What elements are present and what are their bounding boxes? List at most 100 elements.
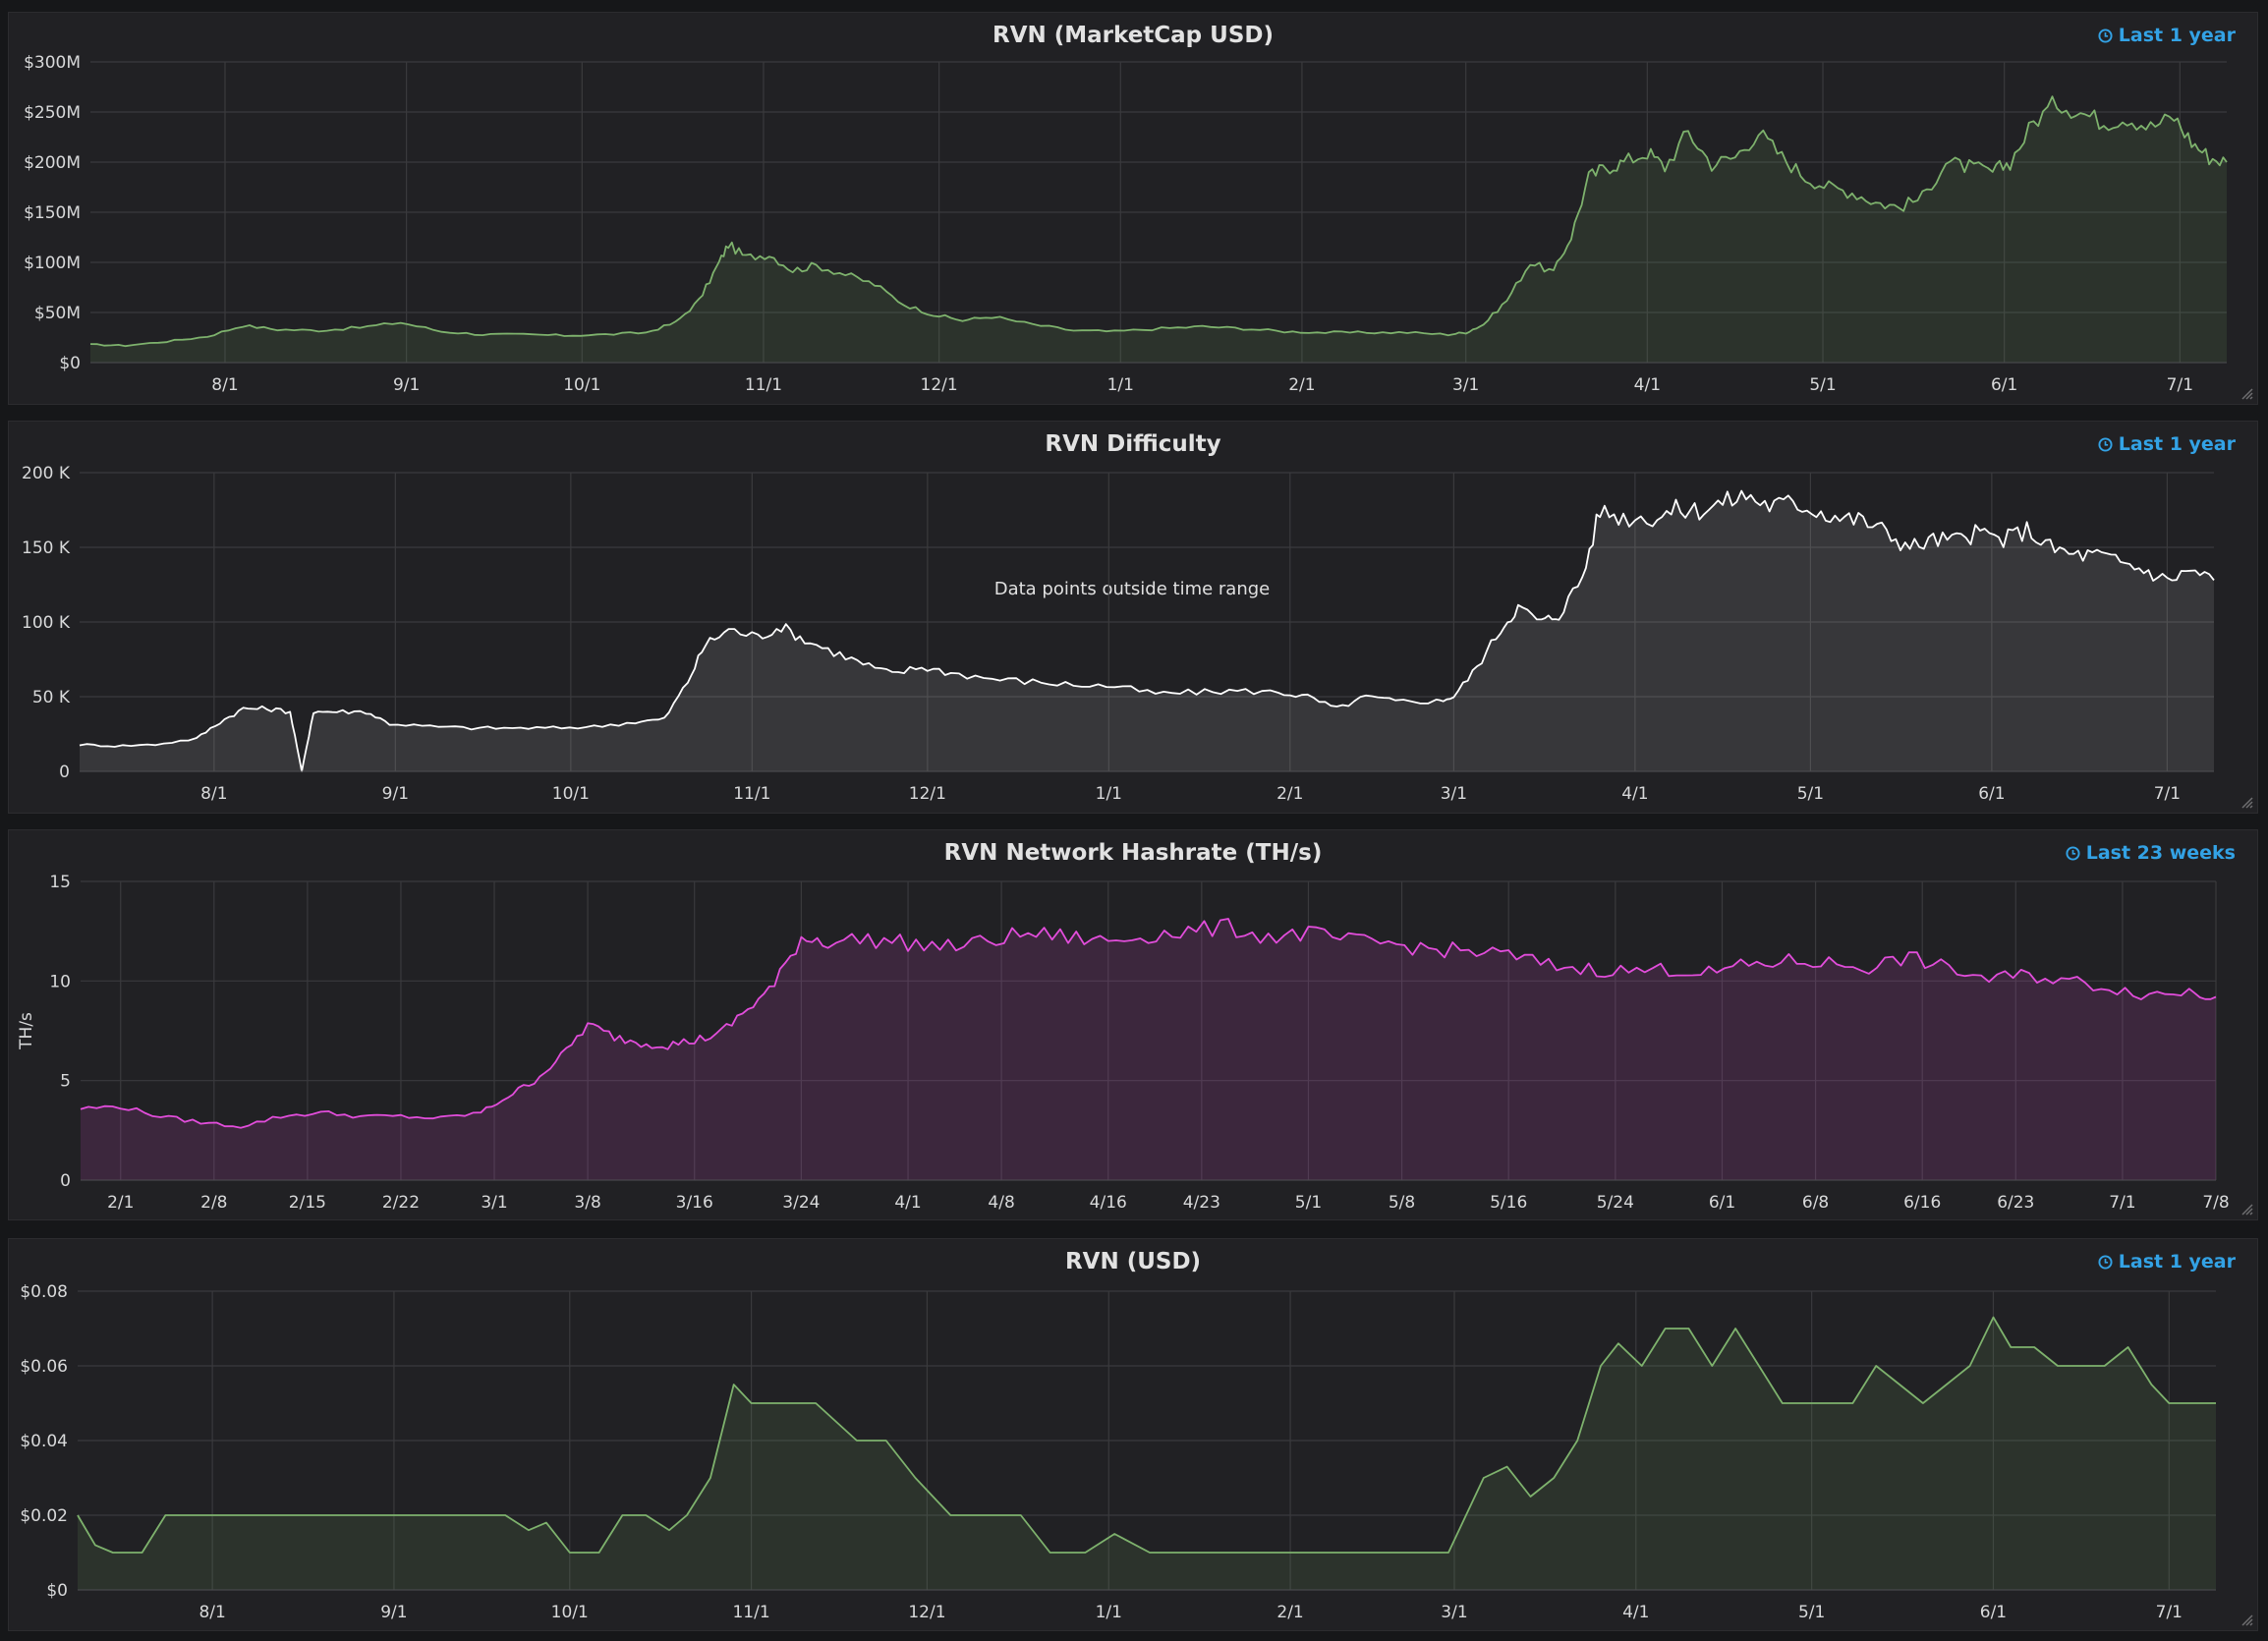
series-area (81, 919, 2216, 1180)
y-tick-label: 50 K (32, 688, 71, 707)
x-tick-label: 6/1 (1709, 1193, 1735, 1213)
outside-range-annotation: Data points outside time range (994, 579, 1271, 599)
x-tick-label: 10/1 (552, 784, 590, 804)
y-tick-label: 0 (60, 1171, 71, 1191)
series-line (79, 489, 2215, 772)
x-tick-label: 9/1 (380, 1603, 407, 1622)
x-tick-label: 11/1 (745, 375, 782, 395)
x-tick-label: 12/1 (908, 1603, 945, 1622)
chart-svg: $0 $50M $100M $150M $200M $250M $300M 8/1 9/1 10/… (24, 53, 2228, 395)
x-tick-label: 11/1 (733, 784, 770, 804)
time-range-info[interactable]: Last 1 year (2098, 433, 2236, 455)
x-tick-label: 7/1 (2156, 1603, 2183, 1622)
chart-panel-marketcap: RVN (MarketCap USD) Last 1 year $0 $50M $1… (8, 12, 2258, 405)
x-tick-label: 5/16 (1490, 1193, 1527, 1213)
time-range-info[interactable]: Last 1 year (2098, 25, 2236, 46)
chart-svg: $0 $0.02 $0.04 $0.06 $0.08 8/1 9/1 10/1 11/1 12/1… (20, 1282, 2216, 1622)
x-tick-label: 2/1 (1276, 784, 1303, 804)
chart-svg: Data points outside time range 0 50 K 100 … (22, 464, 2215, 804)
x-tick-label: 2/22 (382, 1193, 420, 1213)
x-tick-label: 10/1 (563, 375, 600, 395)
x-tick-label: 8/1 (198, 1603, 225, 1622)
x-tick-label: 6/23 (1997, 1193, 2034, 1213)
x-tick-label: 7/1 (2109, 1193, 2135, 1213)
panel-title: RVN (USD) (1064, 1249, 1202, 1274)
x-tick-label: 3/8 (574, 1193, 600, 1213)
y-tick-label: $0.04 (20, 1432, 68, 1451)
time-range-label: Last 1 year (2118, 1251, 2236, 1273)
x-tick-label: 5/1 (1295, 1193, 1322, 1213)
y-tick-label: 200 K (22, 464, 71, 483)
time-range-info[interactable]: Last 23 weeks (2066, 842, 2236, 864)
y-axis-label: TH/s (17, 1012, 36, 1050)
y-tick-label: 15 (49, 873, 71, 892)
chart-panel-price: RVN (USD) Last 1 year $0 $0.02 $0.04 $0.06 $… (8, 1238, 2258, 1631)
x-tick-label: 7/1 (2167, 375, 2193, 395)
x-tick-label: 3/1 (1452, 375, 1479, 395)
y-tick-label: $150M (24, 203, 81, 223)
y-tick-label: $0.06 (20, 1357, 68, 1377)
series-area (90, 96, 2227, 363)
x-tick-label: 4/16 (1090, 1193, 1127, 1213)
x-tick-label: 4/23 (1183, 1193, 1220, 1213)
x-tick-label: 4/8 (988, 1193, 1014, 1213)
x-tick-label: 1/1 (1107, 375, 1134, 395)
series-area (78, 1317, 2216, 1590)
x-tick-label: 4/1 (1621, 784, 1648, 804)
x-tick-label: 11/1 (732, 1603, 769, 1622)
resize-handle-icon[interactable] (2240, 795, 2253, 809)
x-tick-label: 4/1 (1634, 375, 1661, 395)
resize-handle-icon[interactable] (2240, 1613, 2253, 1626)
y-tick-label: $0 (46, 1581, 68, 1601)
x-tick-label: 3/1 (1441, 1603, 1467, 1622)
y-tick-label: $0.02 (20, 1506, 68, 1526)
x-tick-label: 2/1 (1276, 1603, 1303, 1622)
chart-panel-difficulty: RVN Difficulty Last 1 year Data points o… (8, 421, 2258, 814)
y-tick-label: $100M (24, 254, 81, 273)
x-tick-label: 9/1 (393, 375, 420, 395)
x-tick-label: 6/1 (1980, 1603, 2007, 1622)
panel-title: RVN (MarketCap USD) (992, 23, 1275, 48)
chart-svg: 0 5 10 15 2/1 2/8 2/15 2/22 3/1 3/8 3/16 3/24 4/1 4/8… (17, 873, 2230, 1213)
y-tick-label: 0 (59, 763, 70, 782)
x-tick-label: 1/1 (1096, 1603, 1122, 1622)
resize-handle-icon[interactable] (2240, 386, 2253, 400)
x-tick-label: 5/24 (1597, 1193, 1634, 1213)
x-tick-label: 12/1 (909, 784, 946, 804)
y-tick-label: 10 (49, 972, 71, 991)
x-tick-label: 6/8 (1802, 1193, 1829, 1213)
y-tick-label: $200M (24, 153, 81, 173)
x-tick-label: 5/1 (1809, 375, 1836, 395)
x-tick-label: 2/1 (107, 1193, 134, 1213)
time-range-label: Last 23 weeks (2085, 842, 2236, 864)
chart-panel-hashrate: RVN Network Hashrate (TH/s) Last 23 week… (8, 829, 2258, 1220)
x-tick-label: 3/24 (782, 1193, 820, 1213)
x-tick-label: 5/8 (1389, 1193, 1415, 1213)
x-tick-label: 2/1 (1288, 375, 1315, 395)
time-range-info[interactable]: Last 1 year (2098, 1251, 2236, 1273)
x-tick-label: 1/1 (1096, 784, 1122, 804)
y-tick-label: $0 (59, 354, 81, 373)
x-tick-label: 7/8 (2202, 1193, 2229, 1213)
x-tick-label: 4/1 (1622, 1603, 1649, 1622)
y-tick-label: $50M (34, 304, 81, 323)
clock-icon (2066, 845, 2080, 861)
resize-handle-icon[interactable] (2240, 1202, 2253, 1216)
series-line (89, 95, 2228, 348)
y-tick-label: $300M (24, 53, 81, 73)
x-tick-label: 3/1 (481, 1193, 507, 1213)
series-area (80, 490, 2214, 771)
x-tick-label: 3/1 (1441, 784, 1467, 804)
x-tick-label: 3/16 (676, 1193, 713, 1213)
y-tick-label: $250M (24, 103, 81, 123)
x-tick-label: 5/1 (1798, 1603, 1825, 1622)
time-range-label: Last 1 year (2118, 433, 2236, 455)
clock-icon (2098, 28, 2113, 43)
series-line (80, 918, 2217, 1129)
panel-title: RVN Network Hashrate (TH/s) (943, 840, 1323, 866)
x-tick-label: 7/1 (2154, 784, 2181, 804)
y-tick-label: $0.08 (20, 1282, 68, 1302)
panel-title: RVN Difficulty (1045, 431, 1221, 457)
x-tick-label: 5/1 (1797, 784, 1824, 804)
y-tick-label: 100 K (22, 613, 71, 633)
